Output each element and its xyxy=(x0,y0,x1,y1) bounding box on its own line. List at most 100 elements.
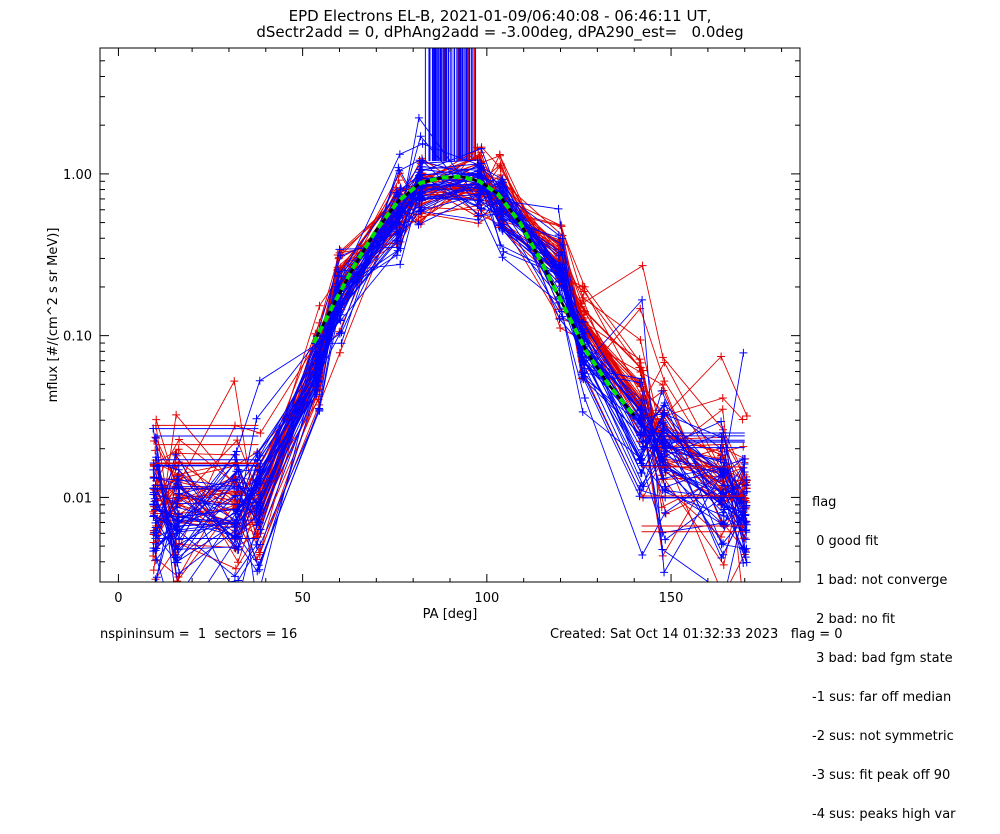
data-point-marker xyxy=(477,144,486,153)
data-point-marker xyxy=(150,497,159,506)
data-point-marker xyxy=(418,156,427,165)
data-point-marker xyxy=(657,387,666,396)
legend-item-2: 2 bad: no fit xyxy=(812,612,896,627)
data-point-marker xyxy=(742,475,751,484)
data-point-marker xyxy=(477,204,486,213)
data-point-marker xyxy=(173,553,182,562)
data-point-marker xyxy=(658,381,667,390)
data-point-marker xyxy=(312,382,321,391)
data-point-marker xyxy=(150,511,159,520)
series-trace xyxy=(153,161,747,528)
data-point-marker xyxy=(635,363,644,372)
data-point-marker xyxy=(174,465,183,474)
data-point-marker xyxy=(558,312,567,321)
data-point-marker xyxy=(417,189,426,198)
data-point-marker xyxy=(661,535,670,544)
data-point-marker xyxy=(152,433,161,442)
data-point-marker xyxy=(718,394,727,403)
legend-item-5: -2 sus: not symmetric xyxy=(812,729,954,744)
data-point-marker xyxy=(174,545,183,554)
data-point-marker xyxy=(739,558,748,567)
data-point-marker xyxy=(638,551,647,560)
data-point-marker xyxy=(253,476,262,485)
data-point-marker xyxy=(393,190,402,199)
series-trace xyxy=(155,116,746,550)
data-point-marker xyxy=(580,307,589,316)
data-point-marker xyxy=(234,558,243,567)
flag-legend: flag 0 good fit 1 bad: not converge 2 ba… xyxy=(812,470,956,834)
data-point-marker xyxy=(660,398,669,407)
data-point-marker xyxy=(717,540,726,549)
data-point-marker xyxy=(499,247,508,256)
series-trace xyxy=(156,195,747,535)
data-point-marker xyxy=(719,539,728,548)
data-point-marker xyxy=(741,517,750,526)
chart-subtitle: dSectr2add = 0, dPhAng2add = -3.00deg, d… xyxy=(256,23,744,41)
data-point-marker xyxy=(418,139,427,148)
series-trace xyxy=(154,152,745,582)
data-point-marker xyxy=(660,452,669,461)
data-point-marker xyxy=(175,586,183,594)
data-point-marker xyxy=(558,240,567,249)
plot-lines xyxy=(149,48,751,604)
data-point-marker xyxy=(658,418,667,427)
series-trace xyxy=(155,175,745,582)
data-point-marker xyxy=(313,386,322,395)
data-point-marker xyxy=(659,386,668,395)
data-point-marker xyxy=(254,533,263,542)
data-point-marker xyxy=(637,374,646,383)
data-point-marker xyxy=(739,442,748,451)
data-point-marker xyxy=(175,535,184,544)
data-point-marker xyxy=(234,596,242,604)
series-trace xyxy=(156,173,746,536)
data-point-marker xyxy=(149,566,158,575)
data-point-marker xyxy=(636,414,645,423)
y-tick-label: 0.10 xyxy=(63,330,92,345)
data-point-marker xyxy=(231,476,240,485)
data-point-marker xyxy=(660,447,669,456)
data-point-marker xyxy=(580,372,589,381)
data-point-marker xyxy=(231,492,240,500)
data-point-marker xyxy=(234,542,243,551)
data-point-marker xyxy=(334,272,343,281)
data-point-marker xyxy=(252,521,261,530)
data-point-marker xyxy=(740,455,749,464)
data-point-marker xyxy=(252,449,261,458)
data-point-marker xyxy=(739,510,748,519)
data-point-marker xyxy=(336,316,345,325)
data-point-marker xyxy=(314,338,323,347)
data-area xyxy=(149,48,751,604)
data-point-marker xyxy=(392,209,401,218)
data-point-marker xyxy=(638,295,647,304)
data-point-marker xyxy=(556,324,565,333)
series-trace xyxy=(153,182,743,526)
data-point-marker xyxy=(739,463,748,472)
data-point-marker xyxy=(635,355,644,364)
data-point-marker xyxy=(256,490,265,499)
data-point-marker xyxy=(660,377,669,386)
data-point-marker xyxy=(252,540,261,549)
data-point-marker xyxy=(175,509,184,518)
data-point-marker xyxy=(638,261,647,270)
legend-item-4: -1 sus: far off median xyxy=(812,690,952,705)
data-point-marker xyxy=(739,497,748,506)
series-trace xyxy=(156,159,746,540)
data-point-marker xyxy=(740,518,749,527)
series-trace xyxy=(155,183,742,582)
data-point-marker xyxy=(252,507,261,516)
data-point-marker xyxy=(717,451,726,460)
series-trace xyxy=(153,193,747,533)
chart-title: EPD Electrons EL-B, 2021-01-09/06:40:08 … xyxy=(288,7,712,25)
data-point-marker xyxy=(335,308,344,317)
data-point-marker xyxy=(498,225,507,234)
legend-item-7: -4 sus: peaks high var xyxy=(812,807,956,822)
x-axis-label: PA [deg] xyxy=(423,607,478,622)
data-point-marker xyxy=(498,175,507,184)
data-point-marker xyxy=(476,187,485,196)
data-point-marker xyxy=(718,493,727,502)
data-point-marker xyxy=(230,482,239,491)
series-trace xyxy=(153,148,747,540)
data-point-marker xyxy=(315,407,324,416)
data-point-marker xyxy=(474,211,483,220)
data-point-marker xyxy=(474,161,483,170)
